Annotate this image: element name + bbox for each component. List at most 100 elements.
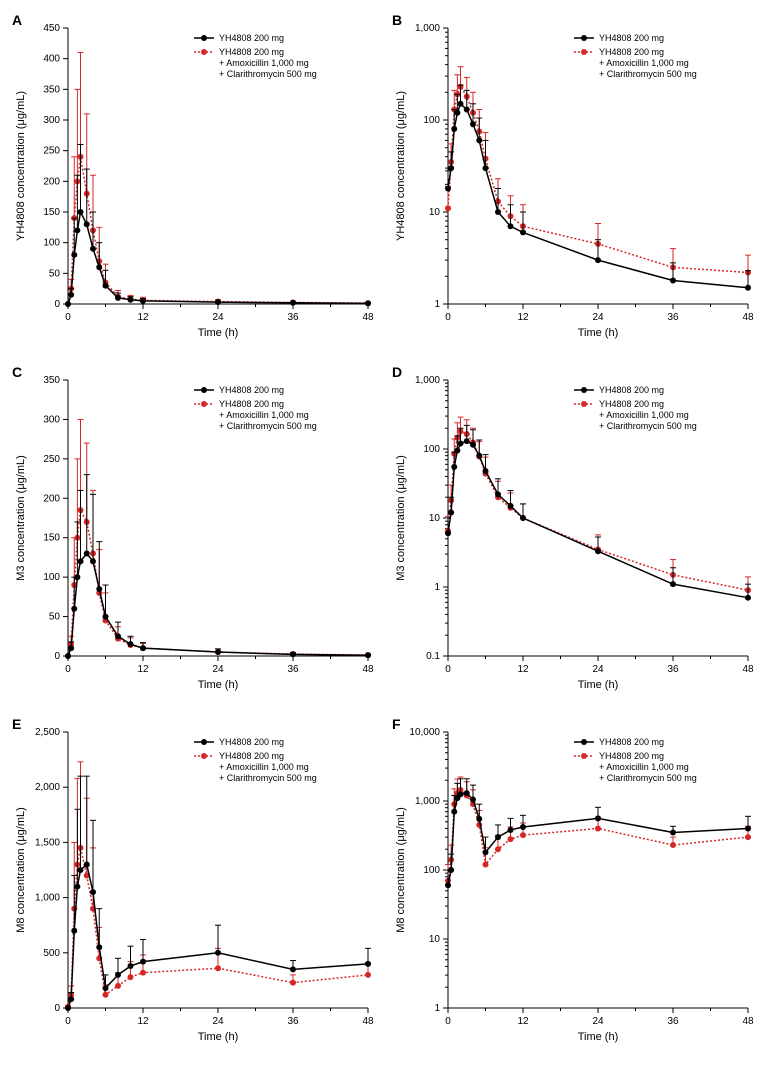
svg-text:Time (h): Time (h): [578, 327, 619, 339]
svg-text:48: 48: [362, 1016, 374, 1027]
figure-grid: A012243648Time (h)0501001502002503003504…: [10, 10, 759, 1056]
svg-text:+ Amoxicillin 1,000 mg: + Amoxicillin 1,000 mg: [219, 762, 309, 772]
svg-text:1,000: 1,000: [35, 893, 60, 904]
svg-text:24: 24: [212, 1016, 224, 1027]
svg-text:Time (h): Time (h): [578, 679, 619, 691]
svg-text:12: 12: [137, 312, 149, 323]
svg-text:400: 400: [43, 54, 60, 65]
svg-text:2,500: 2,500: [35, 727, 60, 738]
svg-text:YH4808 200 mg: YH4808 200 mg: [599, 751, 664, 761]
svg-text:10: 10: [429, 207, 441, 218]
svg-text:1: 1: [434, 582, 440, 593]
svg-text:100: 100: [43, 572, 60, 583]
svg-text:YH4808 concentration (μg/mL): YH4808 concentration (μg/mL): [395, 91, 407, 241]
chart-A: 012243648Time (h)05010015020025030035040…: [10, 10, 380, 350]
svg-text:1: 1: [434, 1003, 440, 1014]
svg-text:Time (h): Time (h): [198, 679, 239, 691]
svg-text:YH4808 concentration (μg/mL): YH4808 concentration (μg/mL): [15, 91, 27, 241]
chart-B: 0 12 24 36 48 Time (h) 1 10 100 1,000 YH4808 conce…: [390, 10, 760, 350]
svg-text:100: 100: [423, 865, 440, 876]
svg-text:0: 0: [54, 1003, 60, 1014]
panel-B: B012243648Time (h)1101001,000YH4808 conc…: [390, 10, 760, 352]
panel-D: D012243648Time (h)0.11101001,000M3 conce…: [390, 362, 760, 704]
panel-label-C: C: [12, 364, 22, 380]
panel-E: E012243648Time (h)05001,0001,5002,0002,5…: [10, 714, 380, 1056]
svg-text:500: 500: [43, 948, 60, 959]
svg-text:Time (h): Time (h): [578, 1031, 619, 1043]
svg-text:+ Clarithromycin 500 mg: + Clarithromycin 500 mg: [219, 773, 317, 783]
svg-text:48: 48: [362, 312, 374, 323]
panel-C: C012243648Time (h)050100150200250300350M…: [10, 362, 380, 704]
svg-text:48: 48: [742, 664, 754, 675]
svg-text:150: 150: [43, 207, 60, 218]
svg-text:300: 300: [43, 115, 60, 126]
svg-text:12: 12: [137, 664, 149, 675]
svg-text:YH4808 200 mg: YH4808 200 mg: [219, 385, 284, 395]
chart-C: 012243648Time (h)050100150200250300350M3…: [10, 362, 380, 702]
svg-text:+ Clarithromycin 500 mg: + Clarithromycin 500 mg: [599, 69, 697, 79]
svg-text:+ Clarithromycin 500 mg: + Clarithromycin 500 mg: [219, 421, 317, 431]
svg-text:1,500: 1,500: [35, 837, 60, 848]
panel-A: A012243648Time (h)0501001502002503003504…: [10, 10, 380, 352]
panel-label-F: F: [392, 716, 401, 732]
svg-text:Time (h): Time (h): [198, 327, 239, 339]
svg-text:48: 48: [742, 312, 754, 323]
panel-label-E: E: [12, 716, 21, 732]
svg-text:0: 0: [65, 1016, 71, 1027]
svg-text:12: 12: [517, 1016, 529, 1027]
svg-text:0: 0: [54, 651, 60, 662]
svg-text:2,000: 2,000: [35, 782, 60, 793]
chart-D: 012243648Time (h)0.11101001,000M3 concen…: [390, 362, 760, 702]
svg-text:YH4808 200 mg: YH4808 200 mg: [219, 33, 284, 43]
chart-E: 012243648Time (h)05001,0001,5002,0002,50…: [10, 714, 380, 1054]
svg-text:0: 0: [65, 312, 71, 323]
svg-text:24: 24: [592, 664, 604, 675]
svg-text:YH4808 200 mg: YH4808 200 mg: [219, 751, 284, 761]
svg-text:M8 concentration (μg/mL): M8 concentration (μg/mL): [15, 807, 27, 933]
svg-text:48: 48: [362, 664, 374, 675]
svg-text:36: 36: [667, 664, 679, 675]
svg-text:12: 12: [137, 1016, 149, 1027]
svg-text:1,000: 1,000: [415, 375, 440, 386]
svg-text:YH4808 200 mg: YH4808 200 mg: [219, 47, 284, 57]
svg-text:200: 200: [43, 493, 60, 504]
svg-text:36: 36: [287, 1016, 299, 1027]
svg-text:1,000: 1,000: [415, 23, 440, 34]
svg-text:48: 48: [742, 1016, 754, 1027]
svg-text:+ Amoxicillin 1,000 mg: + Amoxicillin 1,000 mg: [219, 58, 309, 68]
svg-text:1: 1: [434, 299, 440, 310]
svg-text:YH4808 200 mg: YH4808 200 mg: [599, 385, 664, 395]
svg-text:100: 100: [43, 238, 60, 249]
svg-text:24: 24: [212, 664, 224, 675]
svg-text:+ Clarithromycin 500 mg: + Clarithromycin 500 mg: [599, 421, 697, 431]
svg-text:150: 150: [43, 533, 60, 544]
svg-text:0: 0: [445, 664, 451, 675]
svg-text:36: 36: [667, 312, 679, 323]
svg-text:200: 200: [43, 176, 60, 187]
svg-text:450: 450: [43, 23, 60, 34]
svg-text:0: 0: [445, 312, 451, 323]
svg-text:24: 24: [212, 312, 224, 323]
svg-text:10,000: 10,000: [409, 727, 440, 738]
svg-text:100: 100: [423, 115, 440, 126]
panel-F: F012243648Time (h)1101001,00010,000M8 co…: [390, 714, 760, 1056]
chart-F: 012243648Time (h)1101001,00010,000M8 con…: [390, 714, 760, 1054]
svg-text:YH4808 200 mg: YH4808 200 mg: [599, 33, 664, 43]
svg-text:YH4808 200 mg: YH4808 200 mg: [599, 399, 664, 409]
svg-text:YH4808 200 mg: YH4808 200 mg: [599, 47, 664, 57]
svg-text:36: 36: [667, 1016, 679, 1027]
svg-text:12: 12: [517, 664, 529, 675]
panel-label-D: D: [392, 364, 402, 380]
svg-text:YH4808 200 mg: YH4808 200 mg: [219, 399, 284, 409]
svg-text:250: 250: [43, 454, 60, 465]
svg-text:24: 24: [592, 312, 604, 323]
svg-text:0: 0: [445, 1016, 451, 1027]
svg-text:12: 12: [517, 312, 529, 323]
svg-text:10: 10: [429, 934, 441, 945]
svg-text:36: 36: [287, 312, 299, 323]
svg-text:+ Amoxicillin 1,000 mg: + Amoxicillin 1,000 mg: [599, 762, 689, 772]
svg-text:1,000: 1,000: [415, 796, 440, 807]
svg-text:250: 250: [43, 146, 60, 157]
svg-text:+ Amoxicillin 1,000 mg: + Amoxicillin 1,000 mg: [599, 410, 689, 420]
svg-text:50: 50: [49, 268, 61, 279]
